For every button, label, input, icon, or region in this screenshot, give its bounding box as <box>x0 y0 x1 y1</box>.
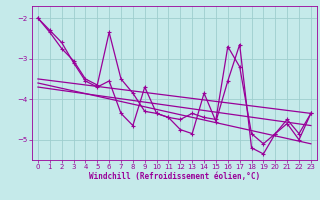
X-axis label: Windchill (Refroidissement éolien,°C): Windchill (Refroidissement éolien,°C) <box>89 172 260 181</box>
